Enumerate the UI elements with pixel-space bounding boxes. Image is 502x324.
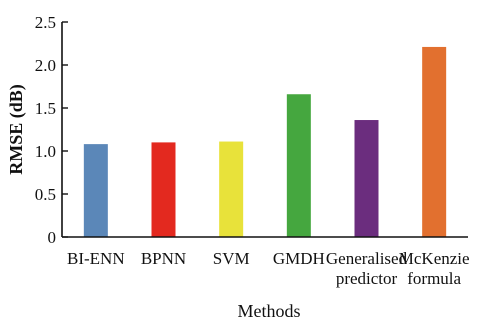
bar [422, 46, 447, 237]
y-tick-label: 1.5 [35, 99, 56, 118]
bar [286, 94, 311, 238]
y-axis-title: RMSE (dB) [6, 84, 27, 175]
x-tick-label: Generalised predictor [326, 249, 408, 288]
y-tick-label: 0 [48, 228, 57, 247]
x-axis-labels: BI-ENN BPNN SVM GMDH Generalised predictorMcK… [67, 249, 470, 288]
x-tick-label: BPNN [141, 249, 186, 268]
x-tick-label: McKenzie formula [399, 249, 470, 288]
y-tick-label: 0.5 [35, 185, 56, 204]
y-tick-label: 2.5 [35, 13, 56, 32]
bar [354, 120, 379, 237]
y-tick-label: 2.0 [35, 56, 56, 75]
x-tick-label: SVM [213, 249, 250, 268]
bar [83, 144, 108, 237]
bar [151, 142, 176, 237]
x-axis-title: Methods [238, 301, 301, 321]
bars [83, 46, 447, 238]
y-axis-ticks: 0 0.5 1.0 1.5 2.0 2.5 [35, 13, 68, 247]
bar [219, 141, 244, 237]
x-tick-label: BI-ENN [67, 249, 125, 268]
x-tick-label: GMDH [273, 249, 325, 268]
y-tick-label: 1.0 [35, 142, 56, 161]
